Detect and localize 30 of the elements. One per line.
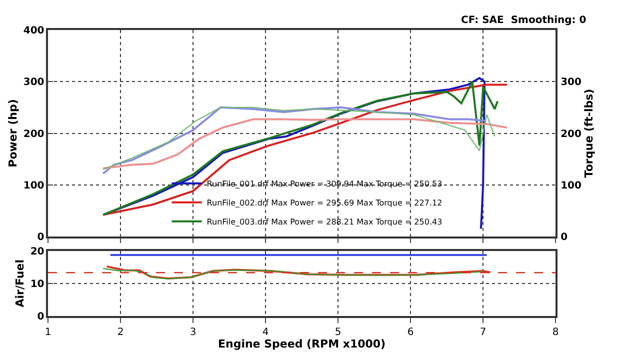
line-series: [102, 268, 484, 280]
x-tick-label: 8: [552, 326, 559, 338]
x-tick-label: 3: [190, 326, 196, 338]
text: CF: SAE Smoothing: 0: [461, 15, 586, 26]
y2-tick-label: 100: [560, 180, 582, 192]
y-tick-label: 20: [30, 246, 44, 258]
y-tick-label: 400: [23, 26, 44, 36]
y-tick-label: 0: [37, 312, 44, 322]
legend-label: RunFile_003.drf Max Power = 288.21 Max Torque = 250.43: [206, 218, 442, 227]
y-tick-label: 0: [37, 232, 44, 243]
line-series: [102, 118, 508, 170]
x-tick-label: 5: [334, 326, 342, 338]
x-tick-label: 1: [44, 326, 52, 338]
x-tick-label: 4: [262, 326, 269, 338]
y-tick-label: 300: [23, 77, 44, 88]
y-axis-title: Air/Fuel: [13, 260, 26, 308]
legend-label: RunFile_002.drf Max Power = 295.69 Max Torque = 227.12: [206, 198, 442, 208]
x-tick-label: 7: [480, 326, 486, 338]
legend-label: RunFile_001.drf Max Power = 309.94 Max Torque = 250.53: [206, 180, 442, 189]
x-axis-title: Engine Speed (RPM x1000): [218, 338, 386, 351]
x-tick-label: 6: [407, 326, 414, 338]
x-tick-label: 2: [117, 326, 124, 338]
y-tick-label: 200: [23, 128, 44, 140]
y2-tick-label: 300: [560, 77, 582, 88]
y-tick-label: 100: [23, 180, 44, 192]
y2-tick-label: 200: [560, 128, 582, 140]
y2-axis-title: Torque (ft-lbs): [582, 88, 596, 178]
y-axis-title: Power (hp): [6, 99, 20, 168]
y-tick-label: 10: [30, 278, 44, 290]
y2-tick-label: 0: [560, 232, 568, 243]
